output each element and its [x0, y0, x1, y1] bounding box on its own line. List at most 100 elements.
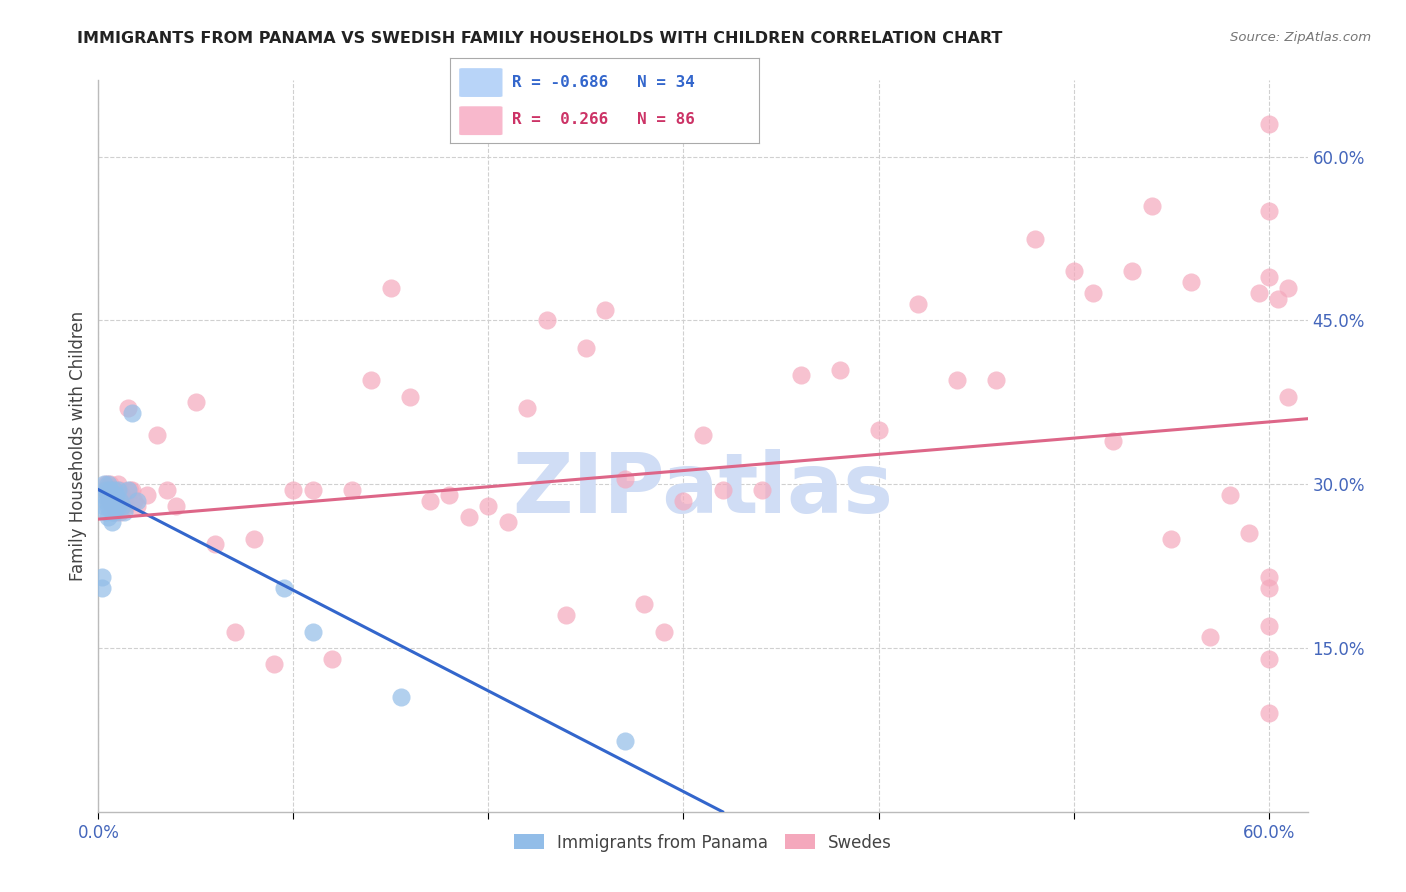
Swedes: [633, 597, 655, 611]
Swedes: [1257, 570, 1279, 584]
Immigrants from Panama: [103, 493, 125, 508]
Immigrants from Panama: [96, 504, 118, 518]
Immigrants from Panama: [273, 581, 295, 595]
Swedes: [536, 313, 558, 327]
Swedes: [1257, 706, 1279, 721]
Immigrants from Panama: [96, 483, 118, 497]
Swedes: [555, 608, 578, 623]
Swedes: [184, 395, 207, 409]
Immigrants from Panama: [93, 477, 115, 491]
Swedes: [614, 472, 637, 486]
Swedes: [907, 297, 929, 311]
Swedes: [1101, 434, 1123, 448]
Immigrants from Panama: [97, 510, 120, 524]
Swedes: [1257, 619, 1279, 633]
Swedes: [103, 483, 125, 497]
Swedes: [97, 493, 120, 508]
Swedes: [458, 510, 481, 524]
Swedes: [96, 477, 118, 491]
Swedes: [146, 428, 169, 442]
Swedes: [1140, 199, 1163, 213]
Swedes: [672, 493, 695, 508]
Swedes: [652, 624, 675, 639]
Immigrants from Panama: [111, 499, 134, 513]
Immigrants from Panama: [107, 499, 129, 513]
Swedes: [692, 428, 714, 442]
Immigrants from Panama: [117, 483, 139, 497]
Swedes: [1237, 526, 1260, 541]
Swedes: [93, 483, 115, 497]
Swedes: [1257, 652, 1279, 666]
Swedes: [302, 483, 325, 497]
Swedes: [1257, 581, 1279, 595]
Immigrants from Panama: [103, 504, 125, 518]
Swedes: [1257, 117, 1279, 131]
Swedes: [868, 423, 890, 437]
Swedes: [117, 401, 139, 415]
Swedes: [104, 488, 127, 502]
Swedes: [1257, 269, 1279, 284]
Immigrants from Panama: [107, 483, 129, 497]
Swedes: [1257, 204, 1279, 219]
Immigrants from Panama: [127, 493, 149, 508]
Immigrants from Panama: [112, 504, 135, 518]
Swedes: [1267, 292, 1289, 306]
Swedes: [751, 483, 773, 497]
Swedes: [97, 483, 120, 497]
Swedes: [107, 477, 129, 491]
Swedes: [1277, 281, 1299, 295]
Swedes: [360, 374, 382, 388]
Swedes: [122, 493, 145, 508]
Immigrants from Panama: [389, 690, 412, 704]
Immigrants from Panama: [93, 488, 115, 502]
Swedes: [101, 483, 124, 497]
Swedes: [107, 499, 129, 513]
Swedes: [263, 657, 285, 672]
FancyBboxPatch shape: [460, 68, 502, 97]
Immigrants from Panama: [104, 488, 127, 502]
Swedes: [108, 483, 131, 497]
Swedes: [165, 499, 187, 513]
Immigrants from Panama: [96, 493, 118, 508]
Swedes: [439, 488, 461, 502]
Swedes: [1180, 275, 1202, 289]
Swedes: [1121, 264, 1143, 278]
Swedes: [1247, 286, 1270, 301]
Swedes: [399, 390, 422, 404]
Immigrants from Panama: [93, 499, 115, 513]
Swedes: [1199, 630, 1222, 644]
Swedes: [121, 483, 143, 497]
Swedes: [380, 281, 402, 295]
Immigrants from Panama: [91, 581, 114, 595]
Swedes: [496, 516, 519, 530]
Swedes: [419, 493, 441, 508]
Text: Source: ZipAtlas.com: Source: ZipAtlas.com: [1230, 31, 1371, 45]
Swedes: [136, 488, 159, 502]
Immigrants from Panama: [614, 733, 637, 747]
Immigrants from Panama: [302, 624, 325, 639]
Immigrants from Panama: [98, 493, 121, 508]
Immigrants from Panama: [104, 499, 127, 513]
Swedes: [984, 374, 1007, 388]
Swedes: [104, 504, 127, 518]
Immigrants from Panama: [101, 504, 124, 518]
Swedes: [204, 537, 226, 551]
Swedes: [118, 483, 141, 497]
Immigrants from Panama: [91, 570, 114, 584]
Swedes: [828, 362, 851, 376]
Swedes: [111, 488, 134, 502]
Swedes: [156, 483, 179, 497]
FancyBboxPatch shape: [460, 106, 502, 135]
Swedes: [1219, 488, 1241, 502]
Immigrants from Panama: [103, 483, 125, 497]
Swedes: [1024, 231, 1046, 245]
Swedes: [789, 368, 811, 382]
Text: R =  0.266   N = 86: R = 0.266 N = 86: [512, 112, 695, 127]
Swedes: [243, 532, 266, 546]
Immigrants from Panama: [121, 406, 143, 420]
Immigrants from Panama: [97, 499, 120, 513]
Swedes: [224, 624, 246, 639]
Immigrants from Panama: [101, 493, 124, 508]
Swedes: [103, 499, 125, 513]
Swedes: [1277, 390, 1299, 404]
